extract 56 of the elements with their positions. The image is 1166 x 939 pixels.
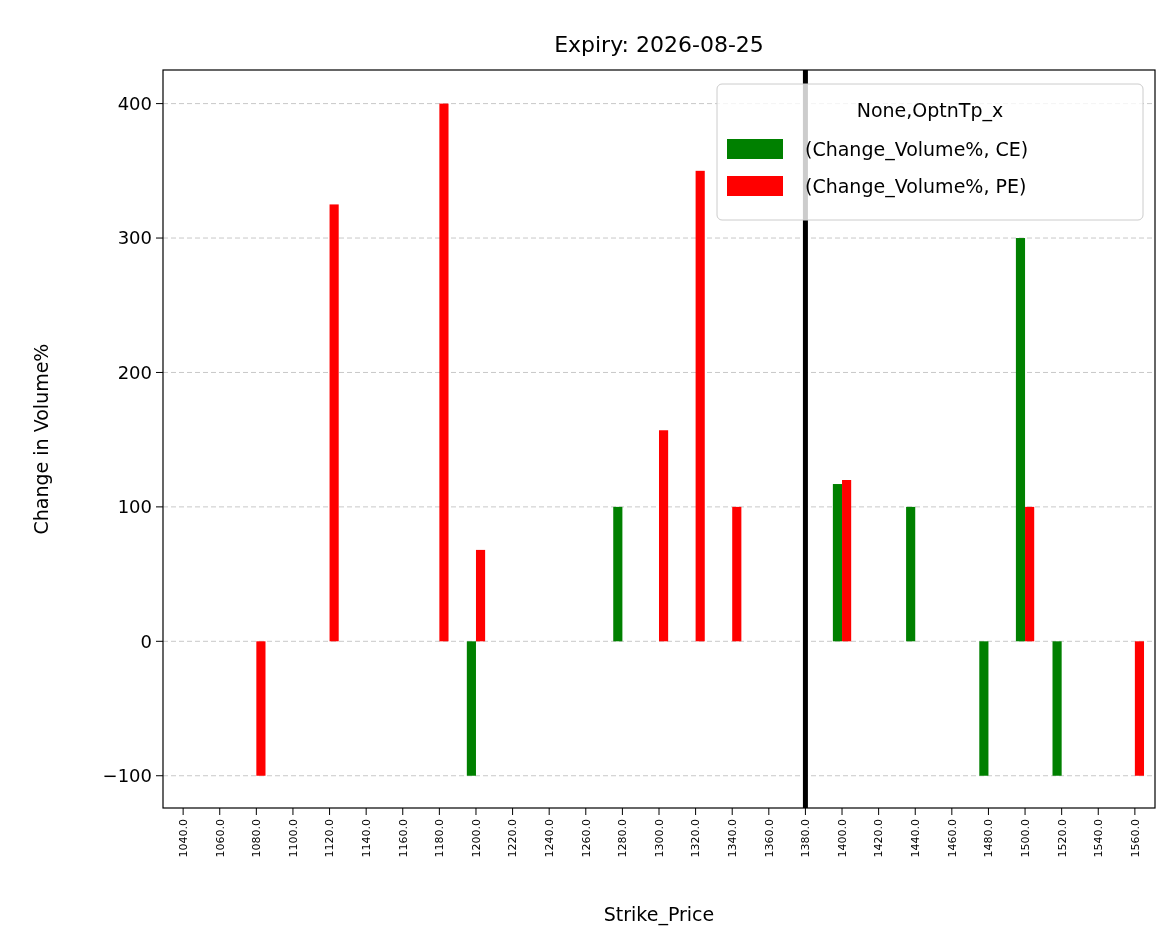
y-axis-title: Change in Volume% xyxy=(30,343,52,535)
y-tick-label: 400 xyxy=(117,92,152,114)
bar xyxy=(1134,641,1145,776)
x-tick-label: 1420.0 xyxy=(872,819,886,858)
x-tick-label: 1480.0 xyxy=(982,819,996,858)
x-tick-label: 1400.0 xyxy=(835,819,849,858)
x-tick-label: 1120.0 xyxy=(323,819,337,858)
x-tick-label: 1180.0 xyxy=(433,819,447,858)
x-tick-label: 1080.0 xyxy=(250,819,264,858)
bar xyxy=(1025,506,1035,642)
bar xyxy=(695,170,705,642)
x-tick-label: 1260.0 xyxy=(579,819,593,858)
bar xyxy=(439,103,449,642)
bar xyxy=(475,549,486,642)
x-tick-label: 1340.0 xyxy=(726,819,740,858)
x-tick-label: 1500.0 xyxy=(1018,819,1032,858)
x-tick-label: 1100.0 xyxy=(286,819,300,858)
x-tick-label: 1440.0 xyxy=(909,819,923,858)
x-tick-label: 1240.0 xyxy=(543,819,557,858)
bar xyxy=(1015,238,1026,642)
x-tick-label: 1040.0 xyxy=(176,819,190,858)
bar xyxy=(832,484,843,642)
bar xyxy=(613,506,623,642)
x-tick-label: 1540.0 xyxy=(1092,819,1106,858)
x-tick-label: 1560.0 xyxy=(1128,819,1142,858)
x-tick-label: 1460.0 xyxy=(945,819,959,858)
x-tick-label: 1160.0 xyxy=(396,819,410,858)
legend-title: None,OptnTp_x xyxy=(856,99,1004,122)
bar xyxy=(1052,641,1062,776)
legend-label: (Change_Volume%, CE) xyxy=(805,137,1029,161)
y-tick-label: 300 xyxy=(117,227,152,249)
x-tick-label: 1220.0 xyxy=(506,819,520,858)
x-tick-label: 1360.0 xyxy=(762,819,776,858)
bar xyxy=(732,506,742,642)
y-tick-label: 100 xyxy=(117,496,152,518)
x-tick-label: 1380.0 xyxy=(799,819,813,858)
x-tick-label: 1280.0 xyxy=(616,819,630,858)
bar xyxy=(466,641,476,776)
x-tick-label: 1200.0 xyxy=(469,819,483,858)
bar xyxy=(329,204,339,642)
chart-title: Expiry: 2026-08-25 xyxy=(554,32,764,57)
bar xyxy=(906,506,916,642)
bar xyxy=(659,430,669,642)
y-tick-label: −100 xyxy=(102,765,152,787)
bar xyxy=(256,641,266,776)
x-axis-title: Strike_Price xyxy=(603,903,715,926)
x-tick-label: 1320.0 xyxy=(689,819,703,858)
x-tick-label: 1140.0 xyxy=(360,819,374,858)
y-tick-label: 200 xyxy=(117,361,152,383)
bar xyxy=(979,641,989,776)
x-tick-label: 1520.0 xyxy=(1055,819,1069,858)
bar xyxy=(842,480,852,642)
x-tick-label: 1300.0 xyxy=(652,819,666,858)
legend-label: (Change_Volume%, PE) xyxy=(805,174,1027,198)
x-tick-label: 1060.0 xyxy=(213,819,227,858)
y-tick-label: 0 xyxy=(140,630,152,652)
